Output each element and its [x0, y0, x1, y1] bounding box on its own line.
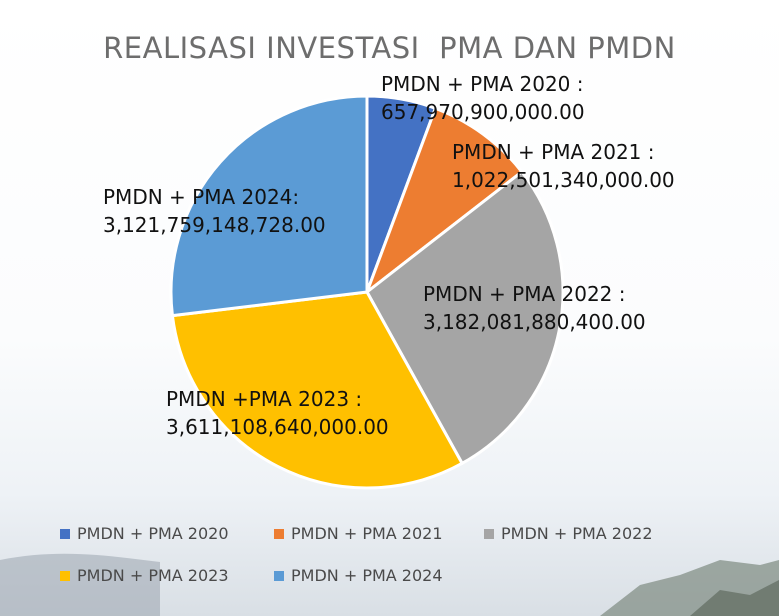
legend-label-2024: PMDN + PMA 2024: [291, 566, 443, 585]
legend-item-2024: PMDN + PMA 2024: [274, 566, 443, 585]
data-label-2024-name: PMDN + PMA 2024:: [103, 185, 300, 209]
legend-swatch-2024: [274, 570, 284, 581]
data-label-2020-name: PMDN + PMA 2020 :: [381, 72, 584, 96]
data-label-2022: PMDN + PMA 2022 : 3,182,081,880,400.00: [423, 280, 646, 336]
legend-label-2022: PMDN + PMA 2022: [501, 524, 653, 543]
data-label-2021: PMDN + PMA 2021 : 1,022,501,340,000.00: [452, 138, 675, 194]
pie-slice-2023: [170, 290, 464, 490]
legend-swatch-2022: [484, 528, 494, 539]
chart-title: REALISASI INVESTASI PMA DAN PMDN: [103, 31, 676, 65]
data-label-2022-name: PMDN + PMA 2022 :: [423, 282, 626, 306]
data-label-2024-value: 3,121,759,148,728.00: [103, 213, 326, 237]
data-label-2021-name: PMDN + PMA 2021 :: [452, 140, 655, 164]
legend-item-2020: PMDN + PMA 2020: [60, 524, 229, 543]
legend-swatch-2021: [274, 528, 284, 539]
data-label-2020-value: 657,970,900,000.00: [381, 100, 585, 124]
legend-item-2021: PMDN + PMA 2021: [274, 524, 443, 543]
legend-label-2021: PMDN + PMA 2021: [291, 524, 443, 543]
data-label-2023-value: 3,611,108,640,000.00: [166, 415, 389, 439]
legend-label-2020: PMDN + PMA 2020: [77, 524, 229, 543]
data-label-2020: PMDN + PMA 2020 : 657,970,900,000.00: [381, 70, 585, 126]
data-label-2023-name: PMDN +PMA 2023 :: [166, 387, 363, 411]
data-label-2021-value: 1,022,501,340,000.00: [452, 168, 675, 192]
legend-label-2023: PMDN + PMA 2023: [77, 566, 229, 585]
pie-slice-2022: [365, 170, 565, 465]
data-label-2022-value: 3,182,081,880,400.00: [423, 310, 646, 334]
pie-slice-2024: [169, 94, 369, 318]
data-label-2023: PMDN +PMA 2023 : 3,611,108,640,000.00: [166, 385, 389, 441]
data-label-2024: PMDN + PMA 2024: 3,121,759,148,728.00: [103, 183, 326, 239]
legend-swatch-2020: [60, 528, 70, 539]
legend-item-2023: PMDN + PMA 2023: [60, 566, 229, 585]
pie-slice-2021: [365, 106, 524, 294]
legend-swatch-2023: [60, 570, 70, 581]
legend-item-2022: PMDN + PMA 2022: [484, 524, 653, 543]
